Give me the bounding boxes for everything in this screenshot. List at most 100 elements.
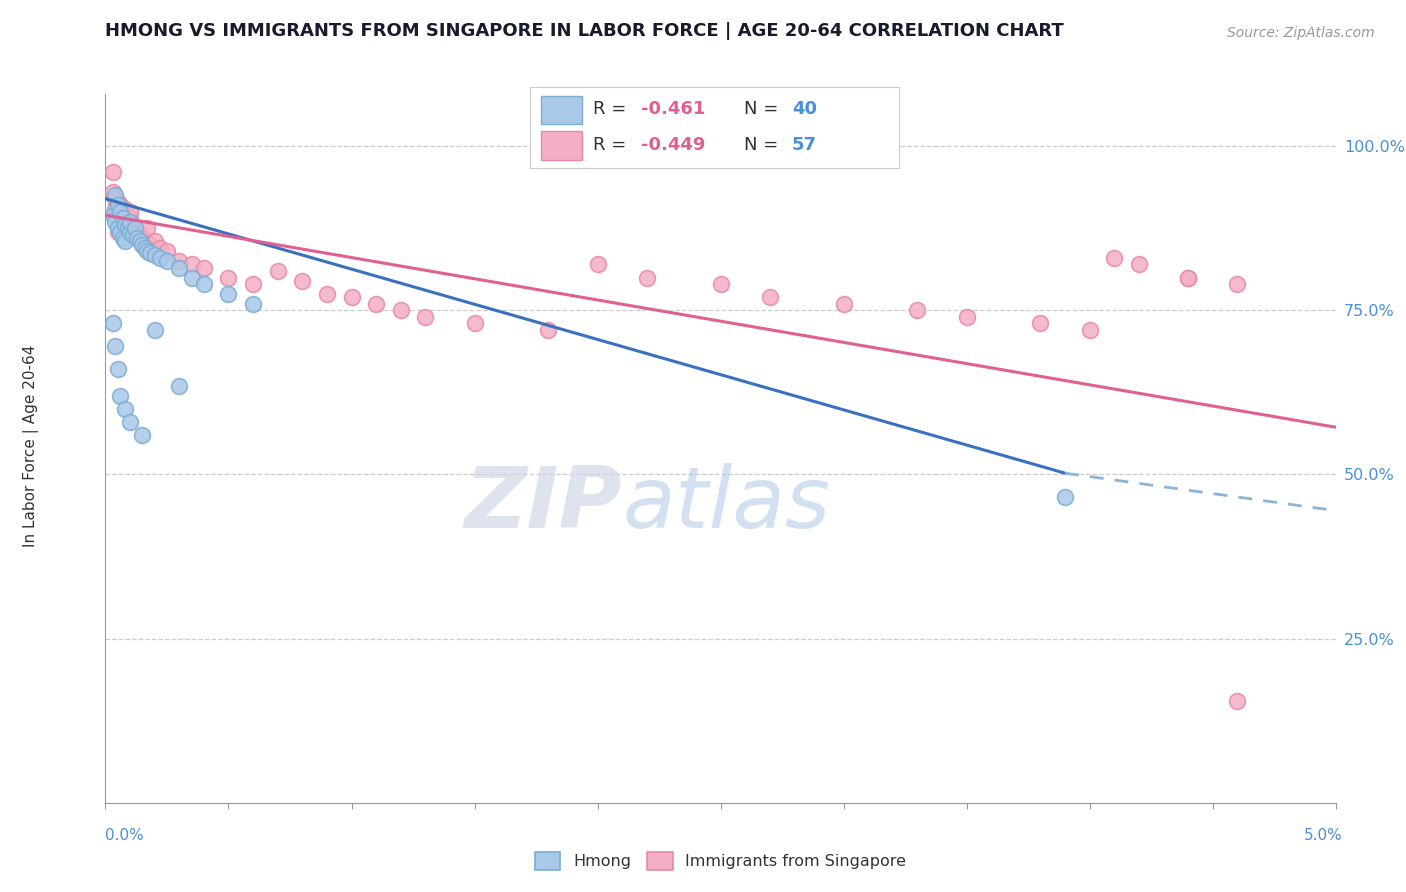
Text: R =: R = (593, 101, 631, 119)
Point (129, 235, 152, 249)
Point (121, 218, 143, 232)
Text: -0.449: -0.449 (641, 136, 704, 154)
Point (117, 221, 139, 235)
Point (218, 287, 240, 301)
Point (136, 244, 159, 259)
Point (143, 235, 166, 249)
Text: ZIP: ZIP (464, 464, 621, 547)
Point (120, 415, 141, 429)
Point (101, 208, 124, 222)
Point (156, 244, 179, 259)
Point (1029, 317, 1052, 331)
Text: HMONG VS IMMIGRANTS FROM SINGAPORE IN LABOR FORCE | AGE 20-64 CORRELATION CHART: HMONG VS IMMIGRANTS FROM SINGAPORE IN LA… (105, 22, 1064, 40)
Point (759, 290, 782, 304)
Text: 0.0%: 0.0% (105, 828, 145, 843)
Point (131, 231, 153, 245)
Point (111, 215, 134, 229)
Point (537, 323, 560, 337)
Point (120, 225, 141, 239)
Point (110, 225, 132, 239)
Point (143, 323, 166, 337)
Point (907, 303, 929, 318)
Point (138, 237, 162, 252)
Legend: Hmong, Immigrants from Singapore: Hmong, Immigrants from Singapore (529, 845, 912, 876)
Point (117, 221, 139, 235)
Point (107, 362, 129, 376)
Text: 40: 40 (792, 101, 817, 119)
Point (124, 221, 146, 235)
Text: 57: 57 (792, 136, 817, 154)
Point (101, 165, 124, 179)
Point (104, 202, 127, 216)
Point (117, 208, 139, 222)
Point (1226, 277, 1249, 291)
Point (114, 401, 136, 416)
Point (956, 310, 979, 324)
Point (134, 241, 156, 255)
Point (134, 235, 156, 249)
Point (586, 257, 609, 271)
Point (291, 274, 314, 288)
Point (636, 270, 658, 285)
Point (464, 317, 486, 331)
Point (149, 251, 172, 265)
Point (413, 310, 436, 324)
Text: N =: N = (744, 136, 785, 154)
Point (149, 241, 172, 255)
Point (218, 270, 240, 285)
Point (143, 247, 166, 261)
Point (107, 205, 129, 219)
Point (389, 303, 412, 318)
FancyBboxPatch shape (541, 131, 582, 160)
Point (111, 231, 134, 245)
Point (169, 260, 191, 275)
Point (127, 225, 149, 239)
Point (104, 188, 127, 202)
Point (114, 218, 136, 232)
Point (127, 231, 149, 245)
Point (101, 317, 124, 331)
Point (114, 235, 136, 249)
FancyBboxPatch shape (541, 95, 582, 124)
Point (1177, 270, 1199, 285)
Point (1104, 251, 1126, 265)
Point (340, 290, 363, 304)
Text: 5.0%: 5.0% (1303, 828, 1343, 843)
Text: Source: ZipAtlas.com: Source: ZipAtlas.com (1227, 26, 1375, 40)
Point (111, 208, 134, 222)
Point (107, 225, 129, 239)
Point (114, 225, 136, 239)
Point (193, 260, 215, 275)
Point (169, 254, 191, 268)
Point (121, 227, 143, 242)
Point (104, 215, 127, 229)
Point (101, 185, 124, 199)
Point (114, 202, 136, 216)
Point (107, 221, 129, 235)
Point (104, 192, 127, 206)
Point (1054, 491, 1077, 505)
Point (104, 339, 127, 353)
Point (131, 237, 153, 252)
Text: N =: N = (744, 101, 785, 119)
Point (1078, 323, 1101, 337)
Point (136, 221, 159, 235)
Point (111, 211, 134, 226)
Point (242, 277, 264, 291)
Point (193, 277, 215, 291)
Point (180, 270, 202, 285)
Point (138, 245, 162, 260)
Point (1128, 257, 1150, 271)
Point (364, 297, 387, 311)
Text: atlas: atlas (621, 464, 830, 547)
Point (107, 194, 129, 209)
Point (242, 297, 264, 311)
Point (129, 227, 152, 242)
Point (832, 297, 855, 311)
Point (267, 264, 290, 278)
Point (110, 198, 132, 212)
Point (1226, 694, 1249, 708)
Point (1177, 270, 1199, 285)
Point (315, 287, 337, 301)
Text: R =: R = (593, 136, 631, 154)
